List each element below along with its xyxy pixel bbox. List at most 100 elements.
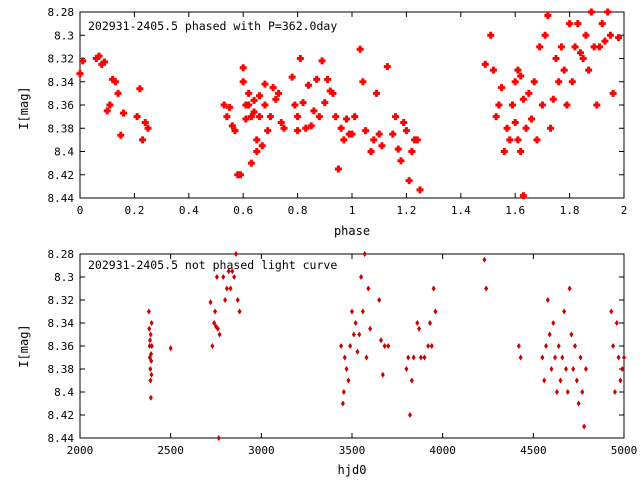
top-data-point (522, 124, 530, 132)
top-data-point (405, 177, 413, 185)
top-data-point (299, 99, 307, 107)
top-data-point (508, 101, 516, 109)
top-data-point (92, 55, 100, 62)
top-data-point (538, 101, 546, 109)
top-data-point (372, 89, 380, 97)
bottom-data-point (411, 354, 416, 361)
bottom-data-point (518, 354, 523, 361)
bottom-axis-ticks: 2000 2500 3000 3500 4000 4500 5000 8.28 8.3 8.32 8… (48, 248, 638, 457)
bottom-data-point (409, 377, 414, 384)
bottom-data-point (212, 320, 217, 326)
bottom-chart-title: 202931-2405.5 not phased light curve (88, 258, 337, 272)
top-data-point (416, 186, 424, 194)
top-data-point (549, 95, 557, 103)
top-x-tick-label: 1.8 (560, 204, 580, 217)
top-data-point (579, 55, 587, 62)
top-data-point (343, 115, 351, 123)
bottom-data-point (366, 285, 371, 292)
bottom-data-point (362, 251, 367, 257)
top-x-tick-label: 1.2 (396, 204, 416, 217)
bottom-data-point (344, 366, 349, 372)
bottom-data-point (216, 435, 221, 441)
top-data-point (362, 127, 370, 135)
top-data-point (340, 136, 348, 144)
top-data-point (313, 75, 321, 83)
bottom-data-point (353, 320, 358, 326)
bottom-data-point (620, 366, 625, 372)
bottom-data-point (147, 325, 152, 332)
bottom-data-point (339, 343, 344, 349)
top-data-point (139, 136, 147, 144)
top-data-point (514, 66, 522, 74)
bottom-data-point (213, 308, 218, 315)
top-axis-ticks: 0 0.2 0.4 0.6 0.8 1 1.2 1.4 1.6 1.8 2 8.28 8.3 8.32 8.… (48, 6, 628, 217)
bottom-data-point (221, 274, 226, 280)
top-data-point (582, 31, 590, 39)
top-data-point (367, 148, 375, 155)
top-data-point (250, 108, 258, 116)
top-data-point (552, 55, 560, 62)
top-data-point (318, 57, 326, 65)
bottom-data-point (426, 343, 431, 349)
top-data-point (356, 45, 364, 53)
bottom-x-tick-label: 3000 (248, 444, 275, 457)
bottom-y-tick-label: 8.28 (48, 248, 75, 261)
top-y-tick-label: 8.28 (48, 6, 75, 19)
bottom-data-point (433, 308, 438, 315)
top-data-point (220, 101, 228, 109)
top-x-tick-label: 1.4 (451, 204, 471, 217)
bottom-data-points (146, 251, 626, 441)
bottom-data-point (516, 343, 521, 349)
bottom-data-point (382, 343, 387, 349)
top-data-point (528, 115, 536, 123)
top-data-point (231, 127, 239, 135)
top-data-point (585, 66, 593, 74)
top-chart-title: 202931-2405.5 phased with P=362.0day (88, 19, 337, 33)
top-data-point (389, 130, 397, 138)
bottom-data-point (484, 285, 489, 292)
bottom-y-tick-label: 8.36 (48, 340, 75, 353)
bottom-data-point (556, 343, 561, 349)
bottom-data-point (417, 325, 422, 332)
bottom-data-point (149, 357, 154, 364)
top-data-point (560, 66, 568, 74)
top-data-point (394, 145, 402, 153)
top-y-axis-label: I[mag] (17, 86, 31, 129)
bottom-data-point (542, 377, 547, 384)
top-x-tick-label: 0.4 (179, 204, 199, 217)
top-data-point (533, 136, 541, 144)
bottom-y-axis-label: I[mag] (17, 324, 31, 367)
top-data-point (400, 118, 408, 126)
top-data-point (555, 78, 563, 86)
top-data-point (536, 43, 544, 51)
bottom-data-point (379, 337, 384, 344)
bottom-y-tick-label: 8.34 (48, 317, 75, 330)
top-data-point (98, 60, 106, 68)
top-y-tick-label: 8.38 (48, 122, 75, 135)
top-data-point (334, 165, 342, 173)
bottom-data-point (573, 343, 578, 349)
bottom-data-point (583, 366, 588, 372)
bottom-data-point (148, 377, 153, 384)
top-data-point (242, 115, 250, 123)
bottom-data-point (232, 274, 237, 280)
top-data-point (574, 20, 582, 28)
bottom-data-point (563, 366, 568, 372)
top-data-point (566, 20, 574, 28)
bottom-data-point (350, 308, 354, 315)
top-data-point (568, 78, 576, 86)
top-x-tick-label: 1.6 (505, 204, 525, 217)
bottom-data-point (368, 325, 373, 332)
bottom-data-point (545, 297, 550, 303)
bottom-data-point (547, 331, 552, 338)
top-y-tick-label: 8.32 (48, 53, 75, 66)
bottom-x-tick-label: 4000 (429, 444, 456, 457)
bottom-y-tick-label: 8.38 (48, 363, 75, 376)
top-data-point (498, 84, 506, 92)
bottom-data-point (230, 268, 235, 275)
top-data-point (277, 118, 285, 126)
bottom-data-point (482, 256, 487, 263)
bottom-data-point (540, 354, 545, 361)
top-data-point (541, 31, 549, 39)
